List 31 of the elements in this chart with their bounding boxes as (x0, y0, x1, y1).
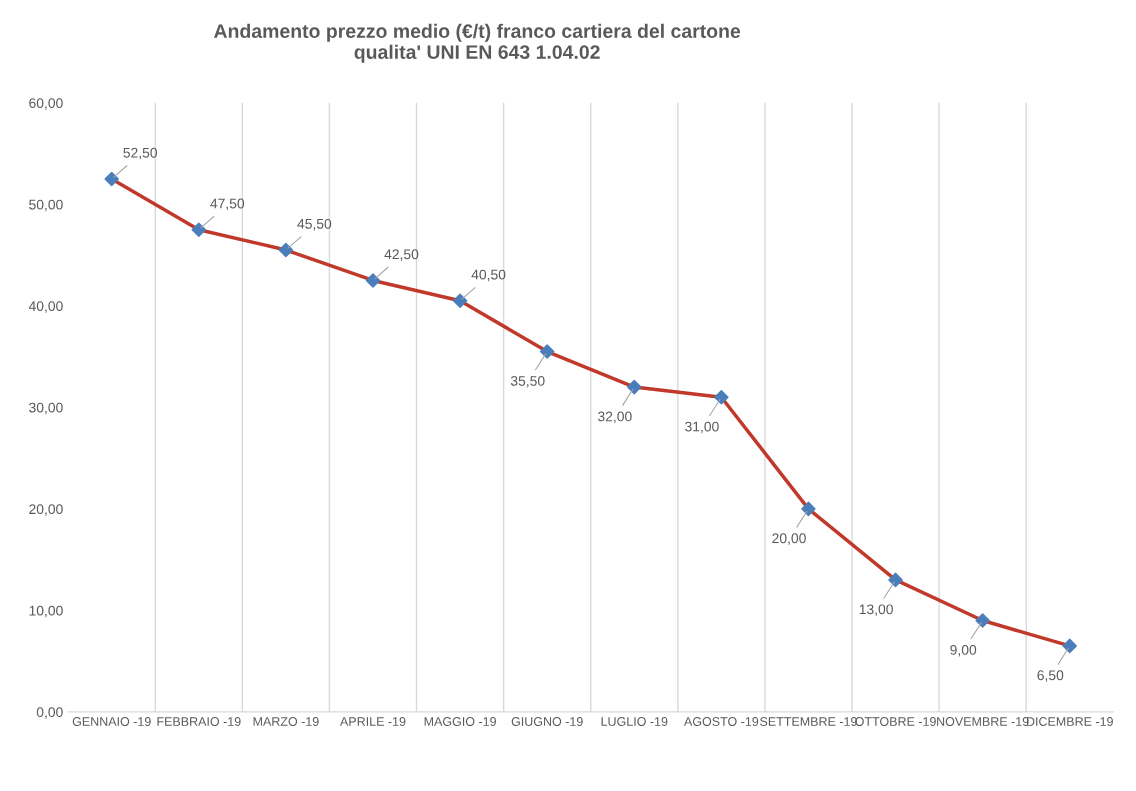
x-tick-label: GIUGNO -19 (511, 717, 583, 726)
data-label: 13,00 (859, 604, 893, 616)
x-tick-label: FEBBRAIO -19 (157, 717, 241, 726)
y-tick-label: 40,00 (28, 301, 63, 313)
x-tick-label: SETTEMBRE -19 (760, 717, 857, 726)
data-label: 52,50 (123, 147, 158, 160)
y-tick-label: 20,00 (29, 504, 63, 516)
y-tick-label: 30,00 (29, 402, 63, 415)
data-label: 6,50 (1037, 670, 1064, 682)
x-tick-label: GENNAIO -19 (72, 717, 151, 726)
x-tick-label: MARZO -19 (253, 717, 319, 726)
data-label: 31,00 (685, 421, 719, 434)
x-tick-label: AGOSTO -19 (683, 717, 759, 726)
data-label: 20,00 (772, 533, 806, 545)
data-label: 9,00 (950, 644, 977, 657)
y-tick-label: 60,00 (29, 98, 63, 110)
y-tick-label: 50,00 (29, 199, 63, 212)
x-tick-label: APRILE -19 (340, 717, 406, 726)
y-tick-label: 0,00 (36, 707, 63, 719)
data-label: 32,00 (597, 411, 632, 423)
data-label: 47,50 (210, 198, 245, 211)
data-label: 35,50 (510, 375, 545, 388)
chart-title: Andamento prezzo medio (€/t) franco cartiera del cartone qualita' UNI EN 643 1.04.02 (213, 23, 741, 63)
x-tick-label: DICEMBRE -19 (1027, 717, 1113, 726)
x-tick-label: MAGGIO -19 (424, 717, 496, 726)
x-tick-label: LUGLIO -19 (601, 717, 668, 726)
data-label: 45,50 (297, 218, 332, 231)
data-label: 42,50 (384, 249, 419, 261)
x-tick-label: OTTOBRE -19 (855, 717, 936, 726)
y-tick-label: 10,00 (29, 605, 63, 618)
data-label: 40,50 (471, 269, 506, 282)
